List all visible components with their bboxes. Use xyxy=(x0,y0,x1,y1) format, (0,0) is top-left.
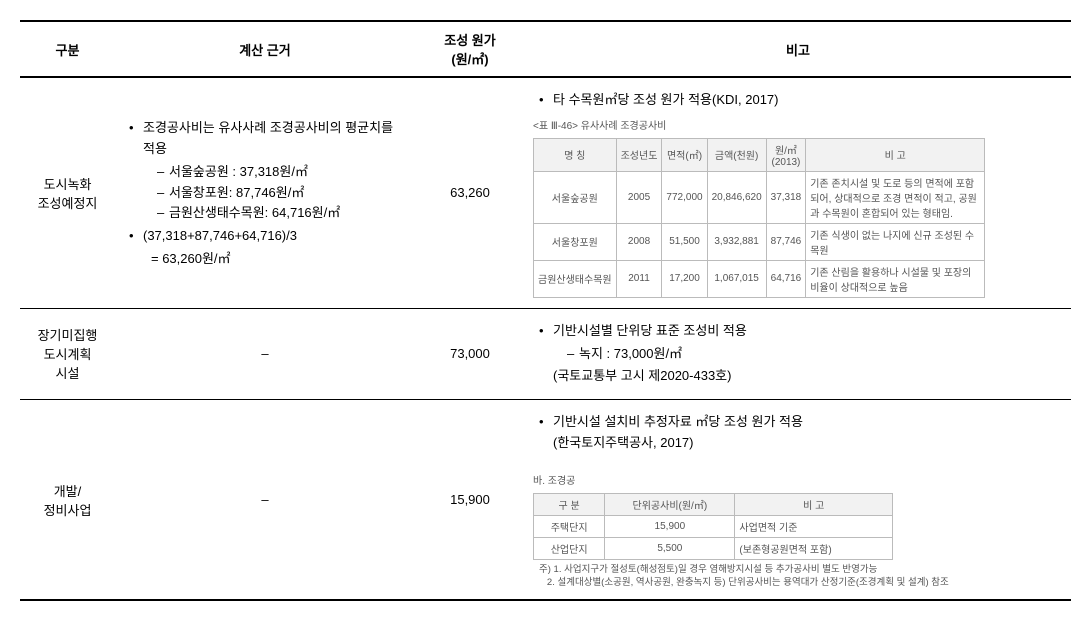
header-category: 구분 xyxy=(20,21,115,77)
emb-header: 명 칭 xyxy=(534,138,617,171)
remark-bullet: 기반시설별 단위당 표준 조성비 적용 녹지 : 73,000원/㎡ (국토교통… xyxy=(539,321,1063,387)
cost-cell: 15,900 xyxy=(415,400,525,601)
emb-row: 서울숲공원 2005 772,000 20,846,620 37,318 기존 … xyxy=(534,171,985,223)
basis-extra: = 63,260원/㎡ xyxy=(123,249,407,270)
emb-header: 금액(천원) xyxy=(707,138,766,171)
embedded-table-caption: <표 Ⅲ-46> 유사사례 조경공사비 xyxy=(533,117,1063,132)
basis-bullet: (37,318+87,746+64,716)/3 xyxy=(129,226,407,247)
emb-header: 구 분 xyxy=(534,493,605,515)
basis-cell: – xyxy=(115,400,415,601)
emb-header: 단위공사비(원/㎡) xyxy=(605,493,735,515)
header-basis: 계산 근거 xyxy=(115,21,415,77)
basis-sub: 서울창포원: 87,746원/㎡ xyxy=(157,183,407,204)
table-row: 개발/ 정비사업 – 15,900 기반시설 설치비 추정자료 ㎡당 조성 원가… xyxy=(20,400,1071,601)
emb-row: 산업단지 5,500 (보존형공원면적 포함) xyxy=(534,537,893,559)
category-cell: 도시녹화 조성예정지 xyxy=(20,77,115,308)
basis-bullet: 조경공사비는 유사사례 조경공사비의 평균치를 적용 서울숲공원 : 37,31… xyxy=(129,118,407,224)
basis-sub: 금원산생태수목원: 64,716원/㎡ xyxy=(157,203,407,224)
remark-cell: 기반시설별 단위당 표준 조성비 적용 녹지 : 73,000원/㎡ (국토교통… xyxy=(525,308,1071,399)
cost-cell: 63,260 xyxy=(415,77,525,308)
remark-extra: (국토교통부 고시 제2020-433호) xyxy=(553,366,1063,387)
basis-cell: – xyxy=(115,308,415,399)
embedded-table-notes: 주) 1. 사업지구가 절성토(해성점토)일 경우 염해방지시설 등 추가공사비… xyxy=(533,563,1063,590)
emb-header: 비 고 xyxy=(735,493,893,515)
remark-text: 기반시설별 단위당 표준 조성비 적용 xyxy=(553,323,747,338)
remark-text: 기반시설 설치비 추정자료 ㎡당 조성 원가 적용 xyxy=(553,414,803,429)
basis-cell: 조경공사비는 유사사례 조경공사비의 평균치를 적용 서울숲공원 : 37,31… xyxy=(115,77,415,308)
remark-cell: 타 수목원㎡당 조성 원가 적용(KDI, 2017) <표 Ⅲ-46> 유사사… xyxy=(525,77,1071,308)
remark-sub: 녹지 : 73,000원/㎡ xyxy=(567,344,1063,365)
header-remark: 비고 xyxy=(525,21,1071,77)
embedded-table-caption: 바. 조경공 xyxy=(533,472,1063,487)
table-header-row: 구분 계산 근거 조성 원가 (원/㎡) 비고 xyxy=(20,21,1071,77)
category-cell: 장기미집행 도시계획 시설 xyxy=(20,308,115,399)
basis-text: 조경공사비는 유사사례 조경공사비의 평균치를 적용 xyxy=(143,120,393,156)
emb-row: 금원산생태수목원 2011 17,200 1,067,015 64,716 기존… xyxy=(534,260,985,297)
header-cost: 조성 원가 (원/㎡) xyxy=(415,21,525,77)
emb-header: 비 고 xyxy=(806,138,985,171)
table-row: 도시녹화 조성예정지 조경공사비는 유사사례 조경공사비의 평균치를 적용 서울… xyxy=(20,77,1071,308)
emb-row: 주택단지 15,900 사업면적 기준 xyxy=(534,515,893,537)
basis-sub: 서울숲공원 : 37,318원/㎡ xyxy=(157,162,407,183)
emb-note-line: 2. 설계대상별(소공원, 역사공원, 완충녹지 등) 단위공사비는 용역대가 … xyxy=(539,576,1063,589)
emb-row: 서울창포원 2008 51,500 3,932,881 87,746 기존 식생… xyxy=(534,223,985,260)
emb-header: 원/㎡ (2013) xyxy=(766,138,806,171)
emb-note-line: 주) 1. 사업지구가 절성토(해성점토)일 경우 염해방지시설 등 추가공사비… xyxy=(539,563,1063,576)
emb-header: 면적(㎡) xyxy=(662,138,707,171)
table-row: 장기미집행 도시계획 시설 – 73,000 기반시설별 단위당 표준 조성비 … xyxy=(20,308,1071,399)
remark-cell: 기반시설 설치비 추정자료 ㎡당 조성 원가 적용 (한국토지주택공사, 201… xyxy=(525,400,1071,601)
remark-extra: (한국토지주택공사, 2017) xyxy=(553,433,1063,454)
cost-cell: 73,000 xyxy=(415,308,525,399)
embedded-landscape-cost-table: 구 분 단위공사비(원/㎡) 비 고 주택단지 15,900 사업면적 기준 산… xyxy=(533,493,893,560)
embedded-similar-cases-table: 명 칭 조성년도 면적(㎡) 금액(천원) 원/㎡ (2013) 비 고 서울숲… xyxy=(533,138,985,298)
category-cell: 개발/ 정비사업 xyxy=(20,400,115,601)
emb-header: 조성년도 xyxy=(616,138,662,171)
remark-bullet: 기반시설 설치비 추정자료 ㎡당 조성 원가 적용 (한국토지주택공사, 201… xyxy=(539,412,1063,454)
cost-basis-table: 구분 계산 근거 조성 원가 (원/㎡) 비고 도시녹화 조성예정지 조경공사비… xyxy=(20,20,1071,601)
remark-bullet: 타 수목원㎡당 조성 원가 적용(KDI, 2017) xyxy=(539,90,1063,111)
